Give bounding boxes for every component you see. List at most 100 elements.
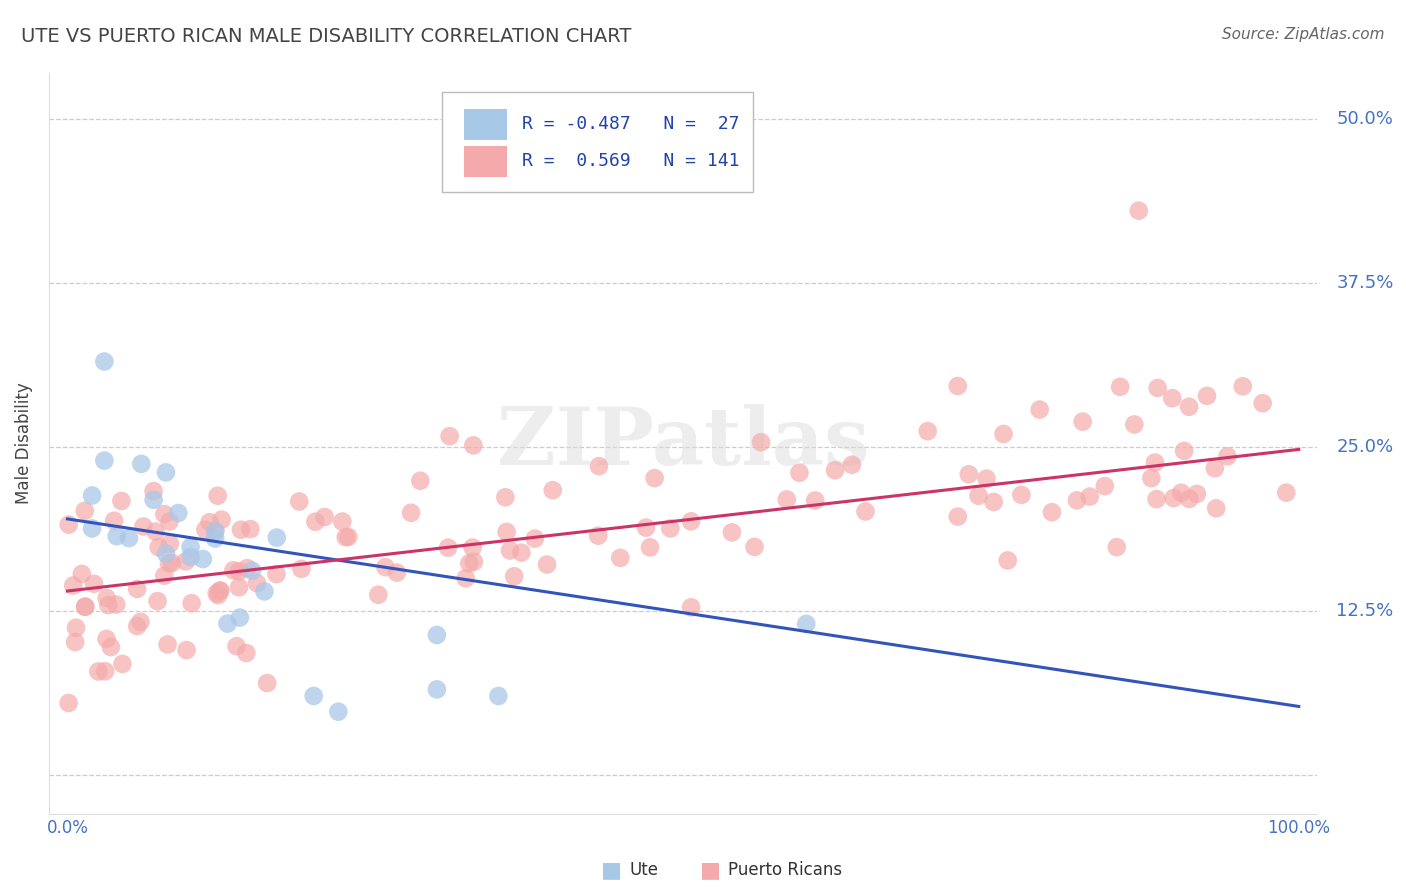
Text: Ute: Ute <box>630 861 659 879</box>
Point <box>228 564 250 578</box>
Point <box>209 583 232 598</box>
Point <box>302 689 325 703</box>
Point <box>917 424 939 438</box>
Point <box>97 598 120 612</box>
Point <box>58 517 80 532</box>
Point <box>105 598 128 612</box>
FancyBboxPatch shape <box>441 92 752 192</box>
Point <box>841 458 863 472</box>
Point <box>458 557 481 571</box>
Point <box>127 619 149 633</box>
Point <box>1078 490 1101 504</box>
Point <box>993 427 1015 442</box>
Point <box>454 571 477 585</box>
Point <box>127 582 149 596</box>
Point <box>946 509 969 524</box>
Point <box>523 532 546 546</box>
Point <box>794 616 817 631</box>
Point <box>332 515 354 529</box>
Point <box>110 494 132 508</box>
Point <box>288 494 311 508</box>
Point <box>65 621 87 635</box>
Text: R =  0.569   N = 141: R = 0.569 N = 141 <box>522 153 740 170</box>
Point <box>463 438 485 452</box>
Point <box>159 537 181 551</box>
Point <box>644 471 666 485</box>
Point <box>96 632 118 646</box>
Point <box>131 457 153 471</box>
Point <box>132 519 155 533</box>
Point <box>145 524 167 539</box>
Point <box>246 576 269 591</box>
Point <box>217 616 239 631</box>
Point <box>70 566 93 581</box>
Point <box>229 523 252 537</box>
Point <box>253 584 276 599</box>
Point <box>439 429 461 443</box>
Point <box>205 586 228 600</box>
Point <box>681 600 703 615</box>
Point <box>304 515 326 529</box>
Point <box>1185 487 1208 501</box>
Point <box>176 643 198 657</box>
Point <box>1128 203 1150 218</box>
Point <box>96 591 118 605</box>
Point <box>155 466 177 480</box>
Point <box>93 354 115 368</box>
Point <box>1251 396 1274 410</box>
Text: ■: ■ <box>700 860 720 880</box>
Text: Puerto Ricans: Puerto Ricans <box>728 861 842 879</box>
Point <box>385 566 408 580</box>
Point <box>855 504 877 518</box>
Point <box>1123 417 1146 432</box>
Point <box>222 563 245 577</box>
Point <box>503 569 526 583</box>
Point <box>207 588 229 602</box>
Point <box>208 583 231 598</box>
Point <box>1010 488 1032 502</box>
Point <box>749 435 772 450</box>
Point <box>142 492 165 507</box>
Point <box>776 492 799 507</box>
Point <box>789 466 811 480</box>
Point <box>159 515 181 529</box>
Point <box>367 588 389 602</box>
Point <box>461 541 484 555</box>
Point <box>495 524 517 539</box>
Point <box>93 453 115 467</box>
Point <box>105 529 128 543</box>
Point <box>1275 485 1298 500</box>
Point <box>1028 402 1050 417</box>
Point <box>118 531 141 545</box>
Point <box>1140 471 1163 485</box>
Point <box>62 578 84 592</box>
Text: 25.0%: 25.0% <box>1336 438 1393 456</box>
Point <box>426 682 449 697</box>
Point <box>235 646 257 660</box>
Point <box>229 610 252 624</box>
Point <box>1178 400 1201 414</box>
Point <box>157 556 180 570</box>
Point <box>75 599 97 614</box>
Point <box>1143 456 1166 470</box>
Y-axis label: Male Disability: Male Disability <box>15 383 32 504</box>
Point <box>494 490 516 504</box>
Point <box>94 665 117 679</box>
Point <box>463 555 485 569</box>
Point <box>1205 501 1227 516</box>
Point <box>374 560 396 574</box>
Point <box>1204 461 1226 475</box>
Point <box>240 564 263 578</box>
Point <box>1146 381 1168 395</box>
Point <box>148 540 170 554</box>
Text: 50.0%: 50.0% <box>1336 110 1393 128</box>
Text: R = -0.487   N =  27: R = -0.487 N = 27 <box>522 115 740 133</box>
Point <box>1232 379 1254 393</box>
Point <box>967 489 990 503</box>
Point <box>100 640 122 654</box>
Point <box>87 665 110 679</box>
Point <box>1094 479 1116 493</box>
Point <box>1040 505 1063 519</box>
Point <box>266 531 288 545</box>
Point <box>1163 491 1185 505</box>
